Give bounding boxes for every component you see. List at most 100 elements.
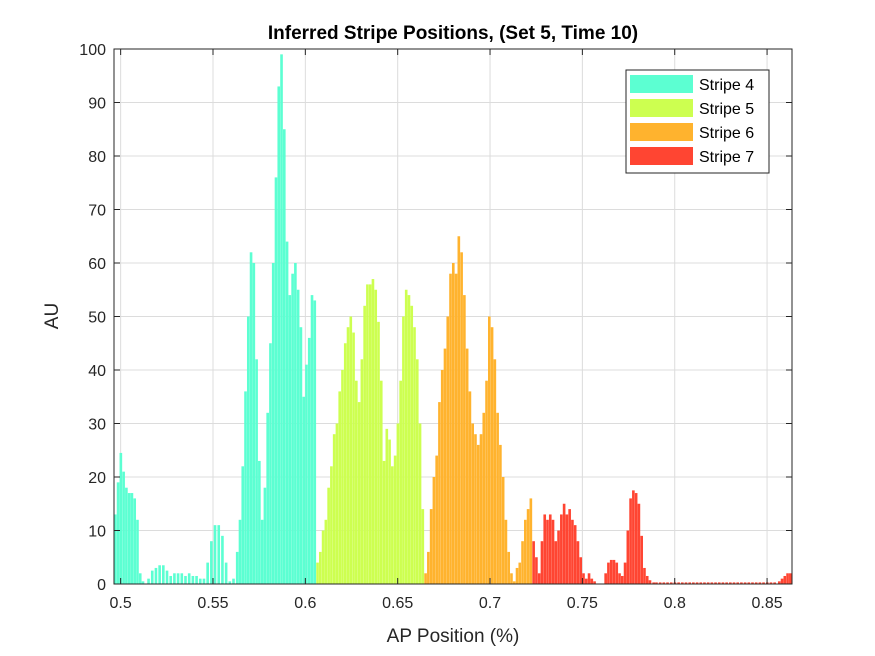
bar xyxy=(703,582,706,584)
legend-label: Stripe 6 xyxy=(699,125,754,142)
bar xyxy=(743,582,747,584)
bar xyxy=(535,557,538,584)
series-stripe-6 xyxy=(424,236,533,585)
bar xyxy=(695,582,699,584)
bar xyxy=(396,423,400,584)
bar xyxy=(180,573,184,584)
bar xyxy=(488,316,491,584)
bar xyxy=(457,236,461,584)
bar xyxy=(173,573,176,584)
bar xyxy=(413,327,416,584)
bar xyxy=(449,273,452,584)
bar xyxy=(366,284,369,584)
bar xyxy=(725,582,728,584)
bar xyxy=(518,562,522,584)
bar xyxy=(363,305,366,584)
bar xyxy=(490,327,494,584)
bar xyxy=(568,509,571,584)
bar xyxy=(681,582,684,584)
bar xyxy=(721,582,725,584)
bar xyxy=(754,582,758,584)
bar xyxy=(662,582,666,584)
bar xyxy=(246,316,250,584)
bar xyxy=(629,498,632,584)
bar xyxy=(258,460,261,584)
bar xyxy=(302,396,305,584)
bar xyxy=(357,402,361,584)
bar xyxy=(590,578,594,584)
bar xyxy=(299,327,303,584)
bar xyxy=(346,327,350,584)
bars xyxy=(114,54,792,585)
x-tick-label: 0.5 xyxy=(110,595,132,612)
bar xyxy=(291,273,294,584)
bar xyxy=(454,273,458,584)
bar xyxy=(136,519,139,584)
bar xyxy=(537,573,541,584)
bar xyxy=(762,582,765,584)
bar xyxy=(529,498,533,584)
bar xyxy=(280,54,283,585)
series-stripe-4 xyxy=(114,54,317,585)
bar xyxy=(338,391,342,584)
bar xyxy=(138,573,142,584)
bar xyxy=(526,509,530,584)
bar xyxy=(440,370,444,584)
bar xyxy=(114,514,117,584)
tick-labels: 0.5 0.55 0.6 0.65 0.7 0.75 0.8 0.85 0 10 20 30 40 50 6… xyxy=(79,42,782,612)
bar xyxy=(429,509,433,584)
bar xyxy=(327,487,330,584)
bar xyxy=(446,316,450,584)
bar xyxy=(418,423,422,584)
bar xyxy=(604,573,607,584)
bar xyxy=(169,575,173,584)
bar xyxy=(125,487,128,584)
bar xyxy=(133,498,137,584)
bar xyxy=(740,582,743,584)
bar xyxy=(235,551,239,584)
bar xyxy=(482,412,486,584)
bar xyxy=(736,582,740,584)
y-tick-label: 100 xyxy=(79,42,106,59)
bar xyxy=(228,581,232,584)
bar xyxy=(316,562,319,584)
bar xyxy=(543,514,547,584)
bar xyxy=(232,578,235,584)
bar xyxy=(352,332,355,584)
bar xyxy=(620,575,624,584)
bar xyxy=(451,263,455,584)
bar xyxy=(407,295,411,584)
bar xyxy=(504,519,508,584)
bar xyxy=(310,295,314,584)
bar xyxy=(266,412,269,584)
bar xyxy=(565,514,569,584)
bar xyxy=(165,570,169,585)
bar xyxy=(532,541,535,584)
bar xyxy=(546,519,549,584)
bar xyxy=(122,471,125,584)
legend-swatch xyxy=(630,123,693,141)
bar xyxy=(499,444,502,584)
bar xyxy=(652,582,655,584)
bar xyxy=(213,525,217,584)
bar xyxy=(382,460,386,584)
bar xyxy=(210,541,213,584)
bar xyxy=(692,582,695,584)
bar xyxy=(688,582,692,584)
bar xyxy=(255,359,258,584)
bar xyxy=(217,525,221,584)
bar xyxy=(658,582,662,584)
bar xyxy=(706,582,710,584)
bar xyxy=(758,582,762,584)
bar xyxy=(460,252,463,585)
chart-title: Inferred Stripe Positions, (Set 5, Time … xyxy=(268,23,638,44)
bar xyxy=(655,582,658,584)
bar xyxy=(443,348,447,584)
bar xyxy=(515,567,519,584)
bar xyxy=(777,581,781,584)
bar xyxy=(548,514,552,584)
bar xyxy=(313,300,317,584)
bar xyxy=(501,477,505,584)
bar xyxy=(277,86,281,584)
bar xyxy=(335,423,339,584)
